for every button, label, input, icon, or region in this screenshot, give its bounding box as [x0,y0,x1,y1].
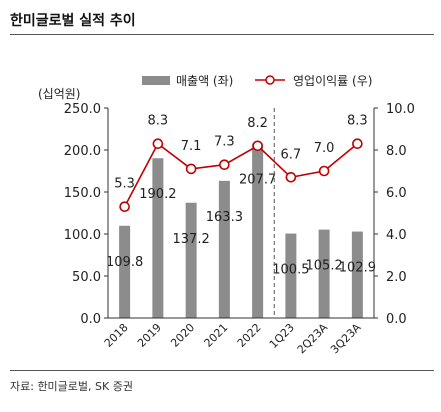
right-tick-label: 4.0 [386,228,407,243]
left-tick-label: 250.0 [64,102,101,117]
x-category-label: 2020 [168,321,197,350]
line-value-label: 7.1 [181,139,202,154]
left-axis-unit-label: (십억원) [38,87,80,101]
bar-value-label: 137.2 [173,232,210,247]
line-value-label: 8.3 [148,114,169,129]
title-rule [10,34,434,35]
right-tick-label: 6.0 [386,186,407,201]
bar-1Q23 [285,233,297,318]
line-series: 5.3 8.3 7.1 7.3 8.2 6.7 7.0 8.3 [114,114,368,212]
axes [107,108,375,319]
line-point-1Q23 [285,172,297,183]
chart-title: 한미글로벌 실적 추이 [10,13,136,29]
bar-3Q23A [351,231,363,318]
line-value-label: 6.7 [281,147,302,162]
x-category-label: 2019 [135,321,164,350]
legend: 매출액 (좌) 영업이익률 (우) [142,74,372,88]
x-category-label: 2022 [235,321,264,350]
legend-line-label: 영업이익률 (우) [293,74,372,88]
line-value-label: 7.3 [214,135,235,150]
margin-line [123,142,358,208]
x-category-label: 2021 [202,321,231,350]
source-rule [10,370,434,371]
source-note: 자료: 한미글로벌, SK 증권 [10,380,133,393]
legend-line-marker [265,75,275,85]
bar-2Q23A [318,229,330,318]
x-category-label: 3Q23A [328,321,364,357]
bar-2022 [252,143,264,318]
line-value-label: 8.3 [347,114,368,129]
x-category-label: 2Q23A [295,321,331,357]
bar-value-label: 190.2 [139,187,176,202]
left-tick-label: 200.0 [64,144,101,159]
line-point-3Q23A [352,138,363,149]
right-tick-label: 8.0 [386,144,407,159]
bar-value-label: 105.2 [306,259,343,274]
right-tick-label: 10.0 [386,102,415,117]
right-axis-ticks: 0.0 2.0 4.0 6.0 8.0 10.0 [374,102,415,327]
bar-value-label: 100.5 [272,263,309,278]
left-tick-label: 50.0 [72,270,101,285]
bar-value-label: 163.3 [206,210,243,225]
left-axis-ticks: 0.0 50.0 100.0 150.0 200.0 250.0 [64,102,108,327]
line-value-label: 5.3 [114,177,135,192]
right-tick-label: 2.0 [386,270,407,285]
left-tick-label: 150.0 [64,186,101,201]
bar-2020 [185,202,197,318]
bar-value-label: 102.9 [339,261,376,276]
bar-2021 [218,180,230,318]
line-value-label: 8.2 [247,116,268,131]
bar-value-label: 109.8 [106,255,143,270]
line-point-2019 [152,138,164,149]
line-point-2021 [219,159,230,170]
line-point-2Q23A [318,165,330,177]
left-tick-label: 0.0 [80,312,101,327]
line-point-2020 [185,163,197,175]
bar-2018 [119,225,131,318]
legend-bar-label: 매출액 (좌) [176,74,233,88]
x-category-label: 2018 [102,321,131,350]
legend-bar-swatch [142,76,170,85]
left-tick-label: 100.0 [64,228,101,243]
line-point-2018 [119,201,130,212]
line-value-label: 7.0 [314,141,335,156]
bar-2019 [152,158,164,318]
line-point-2022 [252,140,263,152]
bar-value-label: 207.7 [239,173,276,188]
right-tick-label: 0.0 [386,312,407,327]
x-category-label: 1Q23 [267,321,297,351]
